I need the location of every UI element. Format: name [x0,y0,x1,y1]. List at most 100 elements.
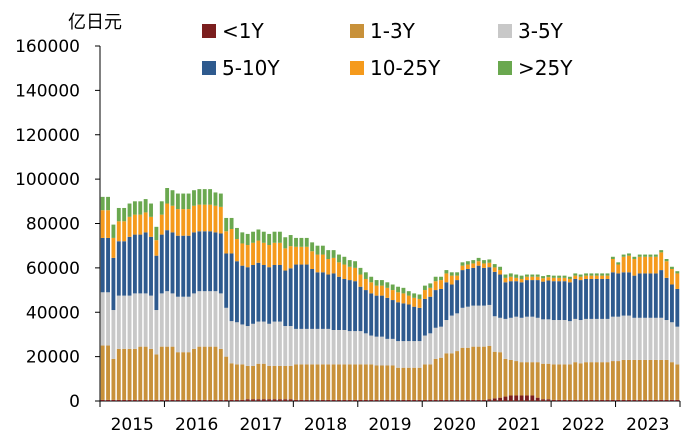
stacked-bar [627,253,631,401]
bar-segment [277,242,282,265]
bar-segment [422,399,427,401]
bar-segment [127,399,132,401]
stacked-bar [455,272,460,401]
bar-segment [519,395,524,401]
stacked-bar [277,231,282,401]
bar-segment [627,255,631,273]
bar-segment [465,261,470,265]
bar-segment [363,278,368,291]
bar-segment [492,316,497,352]
bar-segment [514,395,519,401]
bar-segment [519,282,524,318]
bar-segment [331,257,336,274]
bar-segment [422,335,427,365]
bar-segment [546,319,551,364]
bar-segment [267,245,272,268]
stacked-bar [197,189,202,401]
bar-segment [449,284,454,316]
bar-segment [385,399,390,401]
bar-segment [460,262,465,266]
stacked-bar [261,231,266,401]
bar-segment [192,190,196,206]
legend-swatch [350,24,364,38]
bar-segment [439,276,443,281]
bar-segment [132,399,137,401]
bar-segment [670,399,674,401]
bar-segment [616,264,621,274]
bar-segment [261,264,266,322]
bar-segment [465,306,470,348]
bar-segment [422,285,427,291]
bar-segment [455,272,460,276]
bar-segment [106,345,110,400]
stacked-bar [476,257,481,401]
bar-segment [562,275,567,278]
bar-segment [557,399,562,401]
stacked-bar [535,274,540,401]
bar-segment [251,264,255,324]
bar-segment [643,254,648,257]
bar-segment [551,281,556,321]
bar-segment [170,232,175,294]
stacked-bar [374,280,379,401]
bar-segment [417,399,422,401]
bar-segment [621,399,626,401]
bar-segment [648,399,653,401]
bar-segment [422,298,427,336]
bar-segment [240,399,245,401]
bar-segment [584,278,588,319]
bar-segment [514,281,519,317]
x-tick-label: 2018 [304,415,347,435]
bar-segment [197,231,202,292]
bar-segment [315,399,320,401]
bar-segment [460,270,465,308]
bar-segment [605,278,610,319]
x-tick-label: 2019 [368,415,411,435]
bar-segment [106,210,110,238]
bar-segment [165,203,170,231]
bar-segment [235,227,239,240]
bar-segment [288,246,293,269]
bar-segment [675,399,680,401]
bar-segment [498,352,503,398]
bar-segment [304,364,309,400]
bar-segment [610,361,615,400]
stacked-bar [503,274,508,401]
stacked-bar [422,285,427,401]
stacked-bar [294,237,298,401]
bar-segment [471,267,476,306]
bar-segment [433,327,438,359]
bar-segment [149,216,153,237]
y-tick-label: 60000 [26,259,80,279]
bar-segment [412,367,417,400]
bar-segment [637,317,642,360]
bar-segment [337,276,341,330]
stacked-bar [465,261,470,401]
bar-segment [589,362,594,400]
bar-segment [422,290,427,299]
bar-segment [433,290,438,328]
bar-segment [283,399,288,401]
stacked-bar [186,193,191,401]
bar-segment [149,236,153,296]
stacked-bar [369,276,374,401]
stacked-bar [251,231,255,401]
bar-segment [143,212,148,233]
bar-segment [573,278,578,319]
bar-segment [578,399,583,401]
legend-item: 1-3Y [350,19,416,43]
bar-segment [192,205,196,233]
bar-segment [385,338,390,366]
bar-segment [353,261,358,268]
bar-segment [240,243,245,266]
bar-segment [245,233,250,246]
bar-segment [492,271,497,317]
bar-segment [310,242,315,252]
bar-segment [567,321,572,365]
bar-segment [315,272,320,329]
stacked-bar [584,273,588,401]
bar-segment [503,277,508,283]
bar-segment [659,250,664,253]
bar-segment [320,272,325,329]
bar-segment [567,276,572,279]
